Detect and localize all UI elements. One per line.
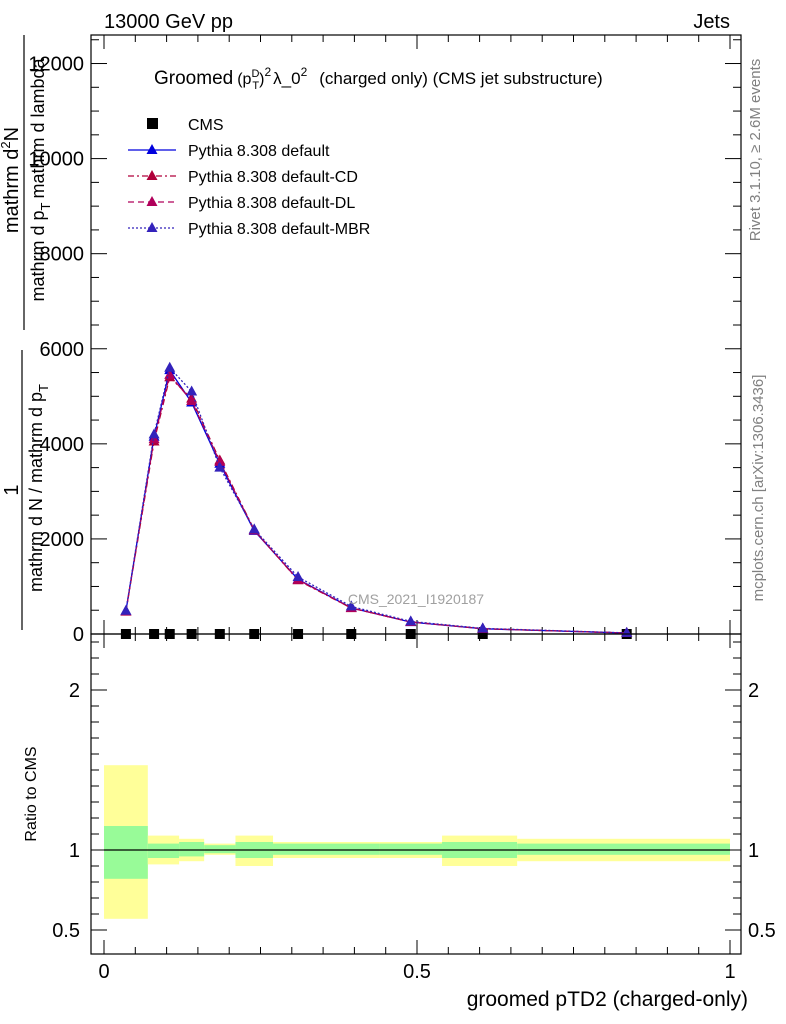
x-axis-label: groomed pTD2 (charged-only)	[467, 988, 748, 1011]
analysis-watermark: CMS_2021_I1920187	[348, 591, 484, 607]
legend-label: Pythia 8.308 default-DL	[188, 195, 355, 212]
legend-marker-cms	[147, 118, 158, 129]
chart-title: Groomed (pD T)2 λ_02 (charged only) (CMS jet…	[154, 65, 603, 92]
ratio-y-tick-label: 0.5	[52, 920, 80, 942]
series-point-4	[292, 570, 304, 581]
legend-label: Pythia 8.308 default-CD	[188, 169, 358, 186]
series-point-4	[186, 385, 198, 396]
rivet-label: Rivet 3.1.10, ≥ 2.6M events	[747, 59, 764, 242]
stat-band	[379, 843, 443, 855]
y-tick-label: 6000	[40, 339, 85, 361]
y-tick-label: 4000	[40, 434, 85, 456]
series-point-4	[477, 622, 489, 633]
ratio-y-tick-label-right: 2	[748, 680, 759, 702]
stat-band	[517, 843, 730, 855]
series-point-3	[214, 455, 226, 466]
x-tick-label: 0	[98, 961, 109, 983]
series-point-3	[186, 395, 198, 406]
series-point-4	[214, 461, 226, 472]
ylabel-prefix: 1	[1, 484, 23, 495]
x-tick-label: 0.5	[403, 961, 431, 983]
legend-marker	[146, 144, 158, 154]
y-tick-label: 8000	[40, 244, 85, 266]
energy-label: 13000 GeV pp	[104, 11, 233, 33]
y-tick-label: 2000	[40, 529, 85, 551]
legend-marker	[146, 196, 158, 206]
stat-band	[104, 826, 148, 879]
stat-band	[179, 842, 205, 857]
legend-label: CMS	[188, 117, 224, 134]
x-tick-label: 1	[724, 961, 735, 983]
ratio-y-tick-label: 1	[69, 840, 80, 862]
process-label: Jets	[693, 11, 730, 33]
ratio-frame	[90, 633, 742, 955]
legend: CMS Pythia 8.308 default Pythia 8.308 defa…	[128, 117, 370, 238]
legend-label: Pythia 8.308 default-MBR	[188, 221, 370, 238]
series-line-2	[125, 376, 627, 634]
y-tick-label: 12000	[28, 54, 84, 76]
main-axes: 0 2000 4000 6000 8000 10000 12000	[28, 35, 741, 646]
series-line-4	[125, 366, 627, 634]
ylabel-numerator: mathrm d2N	[0, 127, 23, 233]
series-point-4	[345, 600, 357, 611]
y-tick-label: 0	[73, 624, 84, 646]
ylabel-denominator: mathrm d pTmathrm d lambda	[28, 57, 53, 301]
series-point-3	[164, 368, 176, 379]
legend-label: Pythia 8.308 default	[188, 143, 330, 160]
stat-band	[204, 845, 236, 854]
main-ylabel: 1 mathrm d N / mathrm d pT mathrm d2N ma…	[0, 35, 53, 630]
legend-marker	[146, 170, 158, 180]
series-point-4	[248, 523, 260, 534]
ratio-y-tick-label-right: 1	[748, 840, 759, 862]
ylabel-prefix-den: mathrm d N / mathrm d pT	[26, 384, 51, 592]
ratio-axes: 0.5 0.5 1 1 2 2 0 0.5 1	[52, 634, 776, 983]
ratio-bands	[104, 765, 730, 919]
stat-band	[273, 843, 380, 855]
ratio-y-tick-label: 2	[69, 680, 80, 702]
series-point-4	[405, 615, 417, 626]
ratio-ylabel: Ratio to CMS	[23, 746, 40, 841]
series-point-4	[148, 428, 160, 439]
y-tick-label: 10000	[28, 149, 84, 171]
series-point-4	[164, 361, 176, 372]
ratio-y-tick-label-right: 0.5	[748, 920, 776, 942]
site-label: mcplots.cern.ch [arXiv:1306.3436]	[750, 375, 767, 602]
series-point-4	[120, 604, 132, 615]
stat-band	[147, 843, 180, 858]
legend-marker	[146, 222, 158, 232]
